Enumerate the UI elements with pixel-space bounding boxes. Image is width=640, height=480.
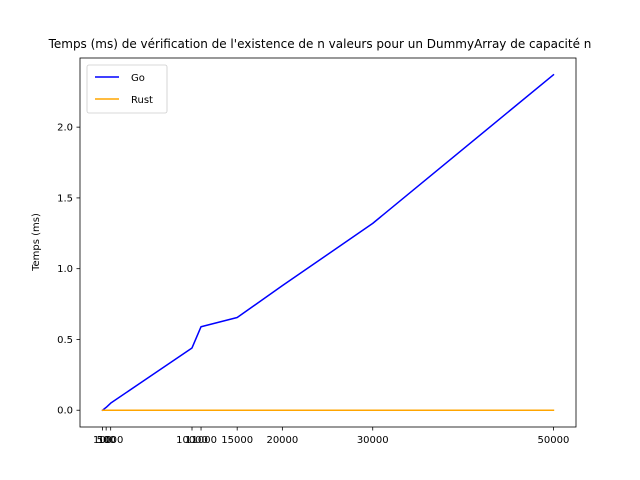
series-line-go xyxy=(101,73,555,412)
legend-label-go: Go xyxy=(131,73,145,84)
x-tick-label: 10000 xyxy=(176,435,208,446)
legend: Go Rust xyxy=(86,64,168,114)
legend-box xyxy=(86,64,168,114)
y-tick-label: 0.0 xyxy=(57,406,73,417)
x-tick-label: 100 xyxy=(93,435,112,446)
x-tick-label: 500 xyxy=(97,435,116,446)
x-tick-label: 50000 xyxy=(538,435,570,446)
y-tick-label: 0.5 xyxy=(57,335,73,346)
chart-title: Temps (ms) de vérification de l'existenc… xyxy=(48,37,592,51)
y-tick-label: 2.0 xyxy=(57,123,73,134)
axes-frame xyxy=(79,57,577,428)
y-axis-label: Temps (ms) xyxy=(31,213,42,272)
x-tick-label: 20000 xyxy=(266,435,298,446)
y-tick-label: 1.0 xyxy=(57,264,73,275)
x-tick-label: 15000 xyxy=(221,435,253,446)
x-tick-label: 11000 xyxy=(185,435,217,446)
y-tick-label: 1.5 xyxy=(57,193,73,204)
x-tick-label: 1000 xyxy=(98,435,123,446)
legend-label-rust: Rust xyxy=(131,95,153,106)
x-tick-label: 30000 xyxy=(357,435,389,446)
